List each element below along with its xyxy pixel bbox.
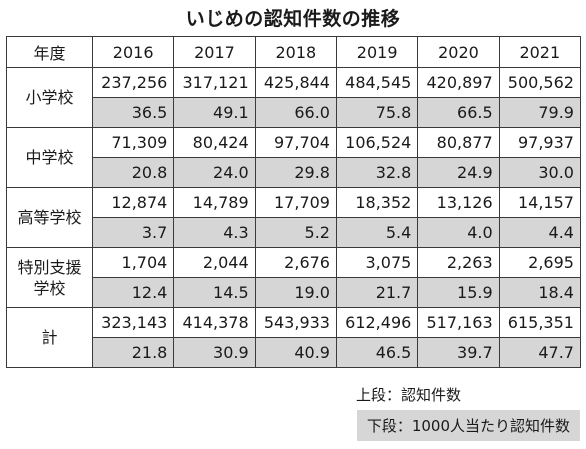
legend-lower-row: 下段：1000人当たり認知件数 [356,410,580,441]
count-cell: 2,263 [417,247,500,278]
count-cell: 414,378 [173,307,256,338]
count-cell: 17,709 [254,187,337,218]
count-cell: 317,121 [173,67,256,98]
rate-cell: 30.0 [498,157,581,188]
rate-cell: 49.1 [173,97,256,128]
total-label: 計 [6,307,93,368]
count-cell: 97,704 [254,127,337,158]
rate-row: 21.8 30.9 40.9 46.5 39.7 47.7 [7,337,581,368]
count-cell: 323,143 [91,307,175,338]
count-cell: 14,157 [498,187,581,218]
school-type-label: 中学校 [6,127,93,188]
page-title: いじめの認知件数の推移 [185,8,401,30]
rate-cell: 3.7 [91,217,175,248]
count-cell: 2,695 [498,247,581,278]
rate-cell: 4.4 [498,217,581,248]
rate-cell: 21.8 [91,337,175,368]
count-row: 小学校 237,256 317,121 425,844 484,545 420,… [6,67,581,128]
count-cell: 106,524 [335,127,419,158]
count-row: 中学校 71,309 80,424 97,704 106,524 80,877 … [6,127,581,188]
count-row: 計 323,143 414,378 543,933 612,496 517,16… [6,307,581,368]
count-cell: 615,351 [498,307,581,338]
year-header-cell: 2020 [417,36,500,68]
count-cell: 237,256 [91,67,175,98]
year-header-cell: 2017 [173,36,256,68]
bullying-cases-table: 年度 2016 2017 2018 2019 2020 2021 小学校 237… [6,36,581,368]
count-cell: 71,309 [91,127,175,158]
year-header-cell: 2016 [91,36,175,68]
year-header-cell: 2019 [335,36,419,68]
year-header-cell: 2018 [254,36,337,68]
count-cell: 12,874 [91,187,175,218]
rate-cell: 32.8 [335,157,419,188]
count-cell: 13,126 [417,187,500,218]
rate-cell: 79.9 [498,97,581,128]
count-cell: 420,897 [417,67,500,98]
header-row: 年度 2016 2017 2018 2019 2020 2021 [6,36,581,68]
rate-cell: 30.9 [173,337,256,368]
count-cell: 2,676 [254,247,337,278]
count-row: 特別支援 学校 1,704 2,044 2,676 3,075 2,263 2,6… [6,247,581,308]
rate-cell: 4.3 [173,217,256,248]
rate-row: 20.8 24.0 29.8 32.8 24.9 30.0 [7,157,581,188]
rate-cell: 14.5 [173,277,256,308]
rate-cell: 75.8 [335,97,419,128]
rate-cell: 20.8 [91,157,175,188]
rate-row: 12.4 14.5 19.0 21.7 15.9 18.4 [7,277,581,308]
rate-cell: 5.2 [254,217,337,248]
year-header-cell: 2021 [498,36,581,68]
rate-cell: 66.0 [254,97,337,128]
rate-cell: 66.5 [417,97,500,128]
rate-cell: 19.0 [254,277,337,308]
count-cell: 2,044 [173,247,256,278]
count-cell: 1,704 [91,247,175,278]
count-cell: 500,562 [498,67,581,98]
rate-cell: 36.5 [91,97,175,128]
count-cell: 14,789 [173,187,256,218]
rate-cell: 40.9 [254,337,337,368]
count-cell: 425,844 [254,67,337,98]
rate-cell: 39.7 [417,337,500,368]
count-cell: 543,933 [254,307,337,338]
header-label-cell: 年度 [6,36,93,68]
count-cell: 97,937 [498,127,581,158]
school-type-label: 特別支援 学校 [6,247,93,308]
rate-cell: 15.9 [417,277,500,308]
rate-row: 36.5 49.1 66.0 75.8 66.5 79.9 [7,97,581,128]
count-cell: 3,075 [335,247,419,278]
rate-cell: 47.7 [498,337,581,368]
rate-cell: 24.0 [173,157,256,188]
rate-cell: 46.5 [335,337,419,368]
rate-cell: 4.0 [417,217,500,248]
count-cell: 80,424 [173,127,256,158]
rate-cell: 29.8 [254,157,337,188]
rate-cell: 5.4 [335,217,419,248]
rate-cell: 21.7 [335,277,419,308]
rate-cell: 12.4 [91,277,175,308]
rate-row: 3.7 4.3 5.2 5.4 4.0 4.4 [7,217,581,248]
legend-upper-row: 上段：認知件数 [355,386,461,404]
rate-cell: 24.9 [417,157,500,188]
count-cell: 517,163 [417,307,500,338]
school-type-label: 高等学校 [6,187,93,248]
count-cell: 80,877 [417,127,500,158]
count-cell: 612,496 [335,307,419,338]
count-cell: 484,545 [335,67,419,98]
school-type-label: 小学校 [6,67,93,128]
count-cell: 18,352 [335,187,419,218]
rate-cell: 18.4 [498,277,581,308]
count-row: 高等学校 12,874 14,789 17,709 18,352 13,126 … [6,187,581,248]
